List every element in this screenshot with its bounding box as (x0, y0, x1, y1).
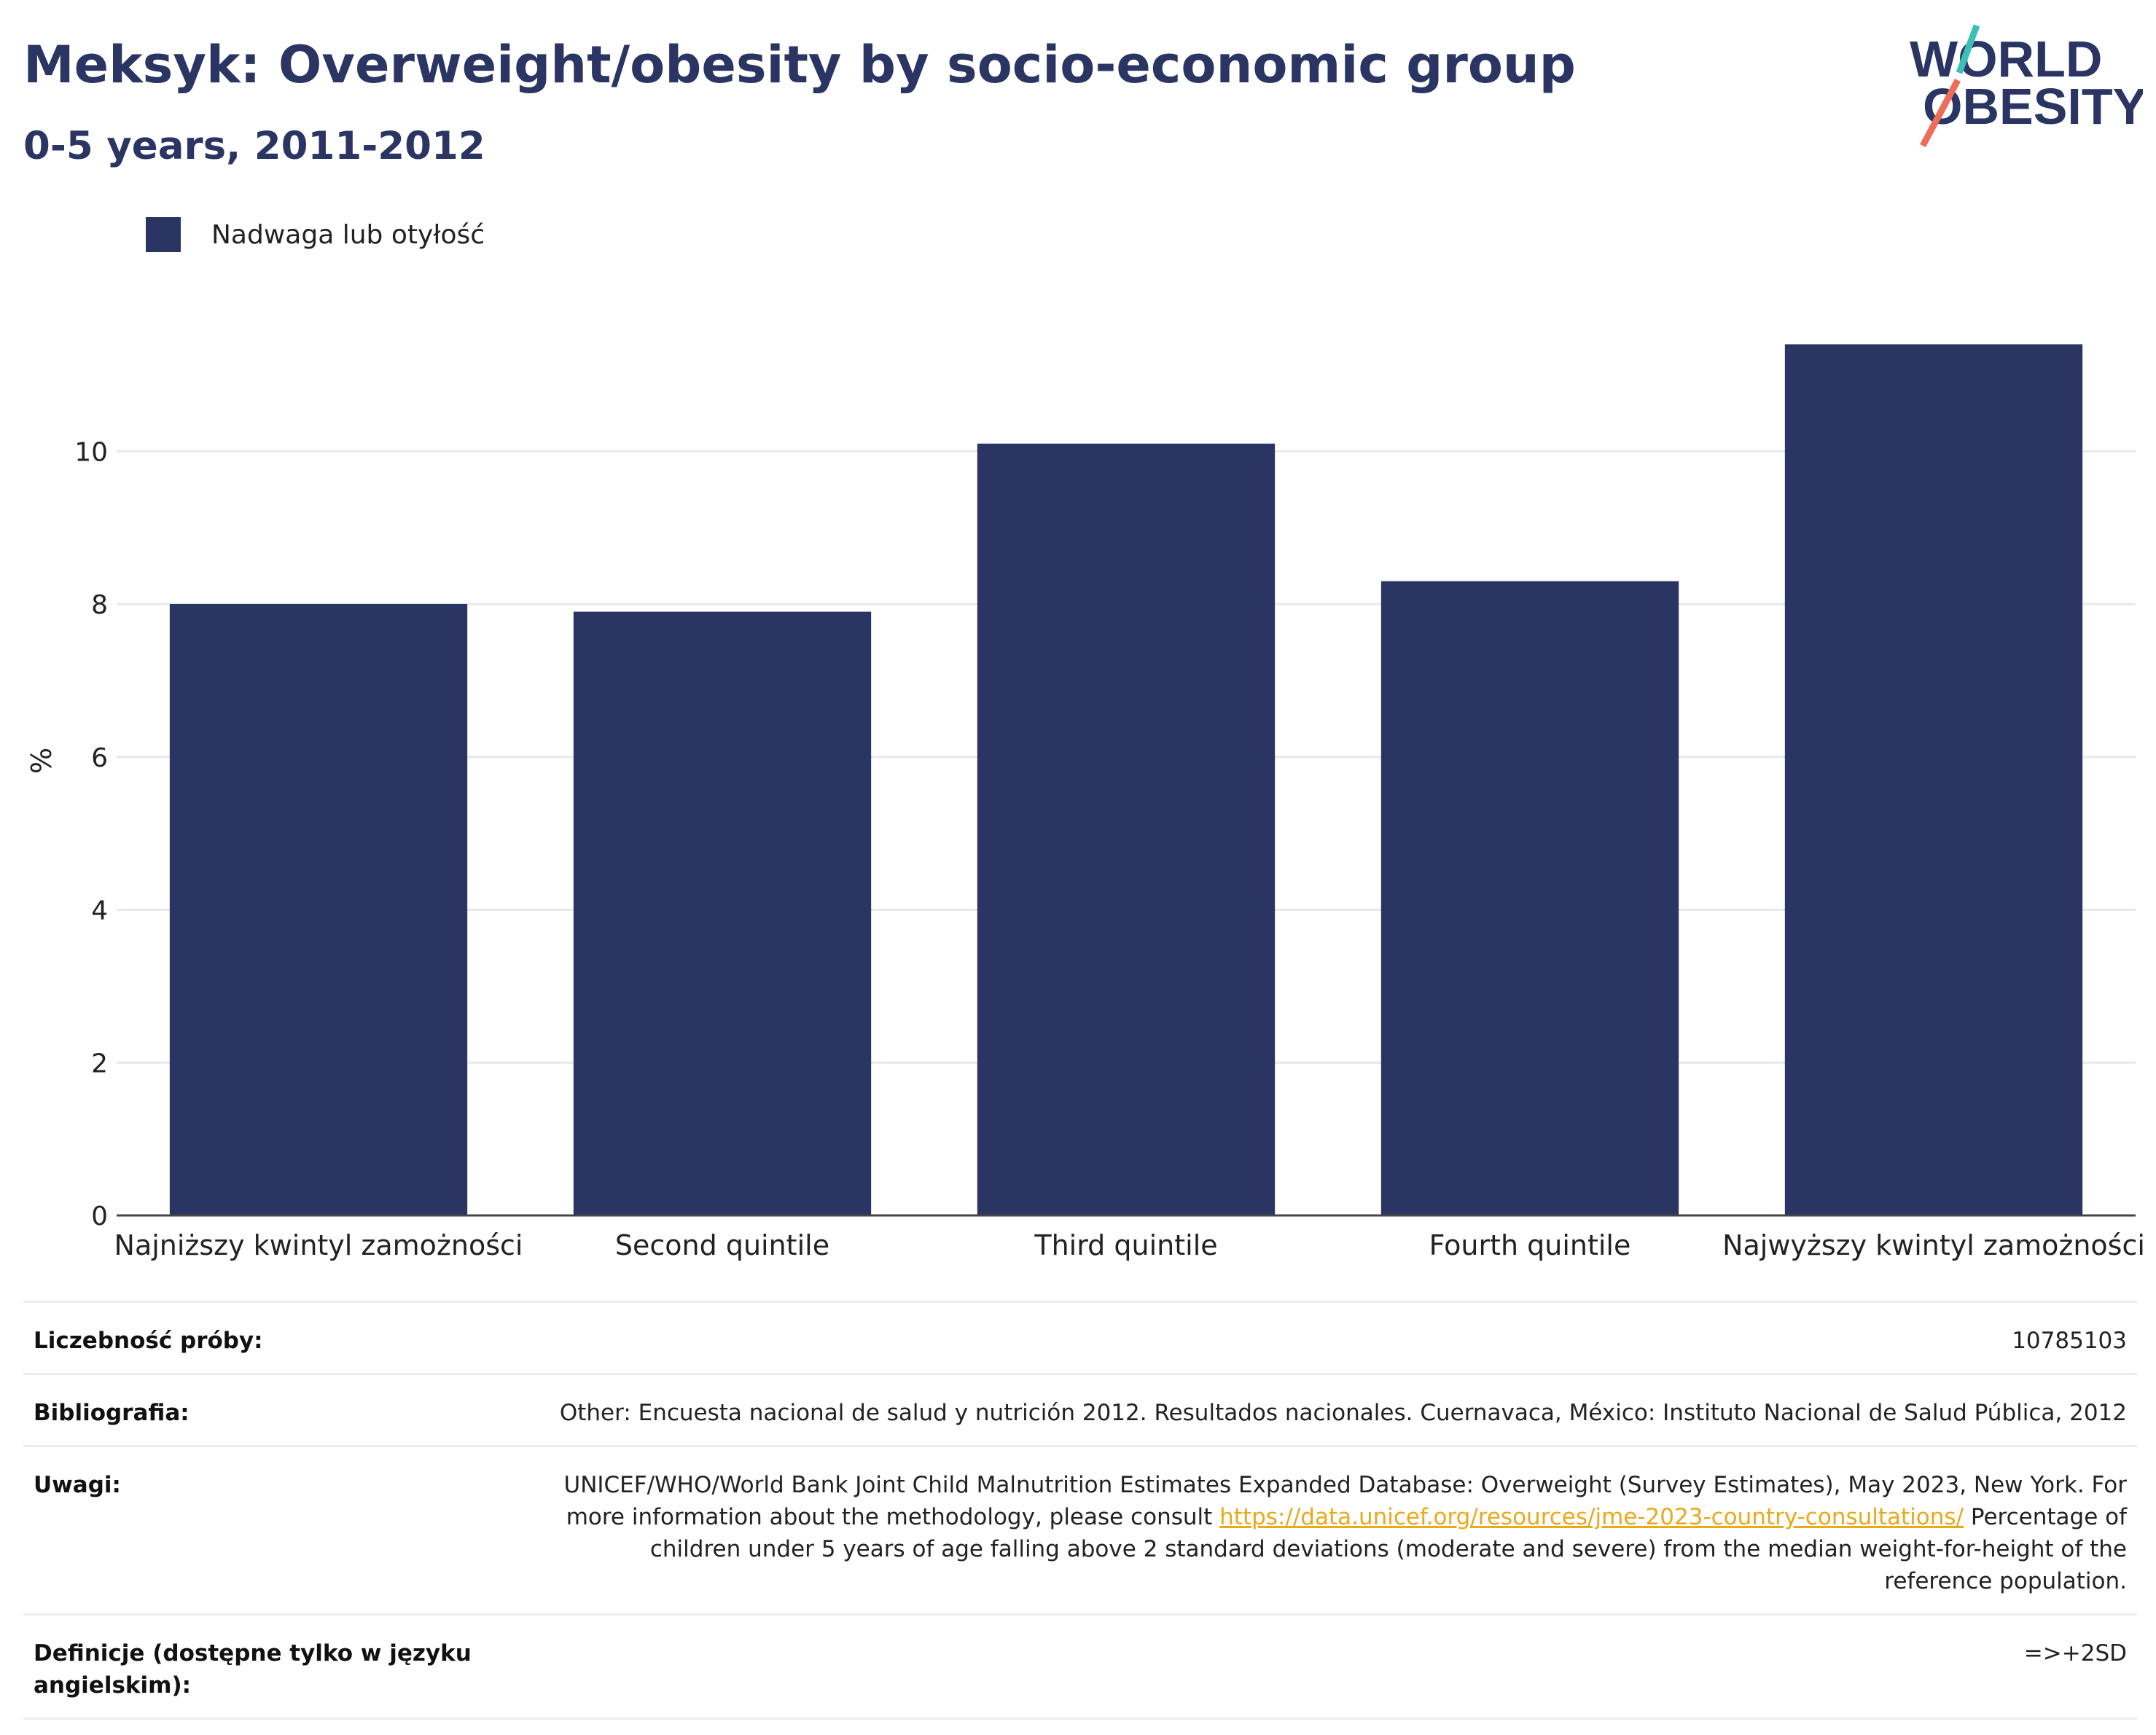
chart-subtitle: 0-5 years, 2011-2012 (23, 124, 485, 168)
info-row-sample-size: Liczebność próby: 10785103 (23, 1303, 2137, 1375)
bar (573, 611, 872, 1215)
x-tick-label: Najwyższy kwintyl zamożności (1722, 1229, 2145, 1261)
x-tick-label: Second quintile (615, 1229, 829, 1261)
info-value: Other: Encuesta nacional de salud y nutr… (559, 1400, 2127, 1426)
y-tick-label: 8 (91, 590, 108, 620)
bar (1784, 344, 2083, 1215)
methodology-link[interactable]: https://data.unicef.org/resources/jme-20… (1219, 1504, 1964, 1530)
bar (1380, 581, 1679, 1215)
y-tick-label: 2 (91, 1049, 108, 1078)
logo-slash-teal (1956, 24, 1980, 74)
info-value: =>+2SD (2023, 1640, 2127, 1667)
legend-label: Nadwaga lub otyłość (211, 219, 485, 250)
info-value: 10785103 (2012, 1328, 2127, 1354)
notes-text-after: Percentage of children under 5 years of … (649, 1504, 2127, 1594)
world-obesity-logo: WORLD OBESITY (1910, 24, 2143, 148)
info-table: Liczebność próby: 10785103 Bibliografia:… (23, 1301, 2137, 1720)
y-axis-title: % (26, 748, 58, 774)
bar (169, 604, 468, 1215)
bar-chart: 0 2 4 6 8 10% Najniższy kwintyl zamożności Seco… (26, 344, 2145, 1261)
legend[interactable]: Nadwaga lub otyłość (146, 216, 485, 254)
bar (977, 443, 1276, 1215)
info-label: Definicje (dostępne tylko w języku angie… (34, 1640, 472, 1699)
info-label: Uwagi: (34, 1472, 121, 1498)
x-tick-label: Fourth quintile (1429, 1229, 1631, 1261)
notes-text-before: UNICEF/WHO/World Bank Joint Child Malnut… (563, 1472, 2128, 1530)
info-row-notes: Uwagi: UNICEF/WHO/World Bank Joint Child… (23, 1447, 2137, 1615)
info-value: UNICEF/WHO/World Bank Joint Child Malnut… (538, 1469, 2128, 1597)
y-tick-label: 10 (74, 437, 108, 467)
x-tick-label: Najniższy kwintyl zamożności (114, 1229, 523, 1261)
logo-line2: OBESITY (1923, 78, 2143, 135)
info-row-definitions: Definicje (dostępne tylko w języku angie… (23, 1615, 2137, 1720)
info-label: Liczebność próby: (34, 1328, 263, 1354)
logo-slash-coral (1920, 78, 1961, 148)
y-tick-label: 6 (91, 743, 108, 773)
logo-line1: WORLD (1910, 31, 2102, 87)
y-tick-label: 4 (91, 896, 108, 926)
info-label: Bibliografia: (34, 1400, 190, 1426)
chart-title: Meksyk: Overweight/obesity by socio-econ… (23, 35, 1576, 95)
legend-swatch (146, 217, 181, 252)
info-row-bibliography: Bibliografia: Other: Encuesta nacional d… (23, 1375, 2137, 1447)
y-tick-label: 0 (91, 1202, 108, 1231)
x-tick-label: Third quintile (1034, 1229, 1217, 1261)
